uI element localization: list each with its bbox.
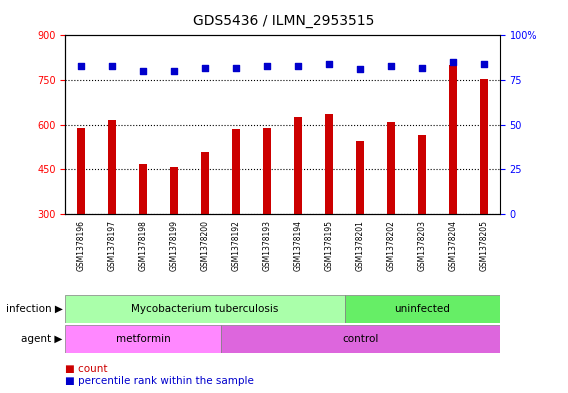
Point xyxy=(294,62,303,69)
Bar xyxy=(108,120,116,214)
Bar xyxy=(220,325,500,353)
Bar xyxy=(232,129,240,214)
Text: ■ count: ■ count xyxy=(65,364,108,374)
Text: GSM1378203: GSM1378203 xyxy=(417,220,427,271)
Bar xyxy=(263,128,271,214)
Text: GSM1378204: GSM1378204 xyxy=(449,220,458,271)
Text: GSM1378200: GSM1378200 xyxy=(201,220,210,271)
Bar xyxy=(449,65,457,214)
Text: GSM1378197: GSM1378197 xyxy=(107,220,116,271)
Text: GSM1378194: GSM1378194 xyxy=(294,220,303,271)
Point xyxy=(417,64,427,71)
Point xyxy=(449,59,458,65)
Text: control: control xyxy=(342,334,378,344)
Text: GSM1378199: GSM1378199 xyxy=(169,220,178,271)
Bar xyxy=(387,122,395,214)
Point xyxy=(262,62,272,69)
Point xyxy=(76,62,85,69)
Text: GSM1378192: GSM1378192 xyxy=(232,220,240,271)
Bar xyxy=(345,295,500,323)
Bar xyxy=(325,114,333,214)
Text: infection ▶: infection ▶ xyxy=(6,304,62,314)
Text: GSM1378195: GSM1378195 xyxy=(325,220,333,271)
Text: ■ percentile rank within the sample: ■ percentile rank within the sample xyxy=(65,376,254,386)
Bar xyxy=(77,128,85,214)
Point xyxy=(139,68,148,74)
Point xyxy=(201,64,210,71)
Text: metformin: metformin xyxy=(115,334,170,344)
Bar xyxy=(201,152,209,214)
Point xyxy=(107,62,116,69)
Point xyxy=(356,66,365,72)
Bar xyxy=(419,135,426,214)
Bar xyxy=(139,163,147,214)
Text: agent ▶: agent ▶ xyxy=(21,334,62,344)
Text: uninfected: uninfected xyxy=(394,304,450,314)
Text: Mycobacterium tuberculosis: Mycobacterium tuberculosis xyxy=(131,304,279,314)
Text: GSM1378201: GSM1378201 xyxy=(356,220,365,271)
Bar xyxy=(65,325,220,353)
Point xyxy=(169,68,178,74)
Bar xyxy=(294,118,302,214)
Bar xyxy=(481,79,488,214)
Bar xyxy=(65,295,345,323)
Point xyxy=(232,64,241,71)
Text: GSM1378193: GSM1378193 xyxy=(262,220,272,271)
Point xyxy=(387,62,396,69)
Text: GSM1378196: GSM1378196 xyxy=(76,220,85,271)
Text: GSM1378202: GSM1378202 xyxy=(387,220,396,271)
Point xyxy=(480,61,489,67)
Point xyxy=(324,61,333,67)
Text: GSM1378198: GSM1378198 xyxy=(139,220,148,271)
Bar xyxy=(356,141,364,214)
Text: GSM1378205: GSM1378205 xyxy=(480,220,489,271)
Bar xyxy=(170,167,178,214)
Text: GDS5436 / ILMN_2953515: GDS5436 / ILMN_2953515 xyxy=(193,14,375,28)
